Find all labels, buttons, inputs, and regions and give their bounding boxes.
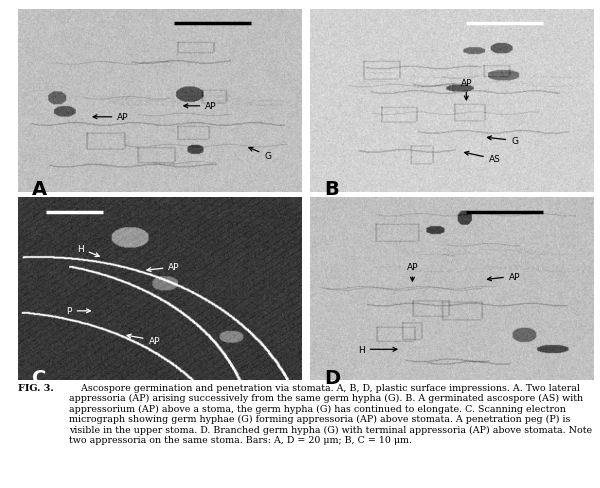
Text: AP: AP: [184, 102, 217, 111]
Text: D: D: [325, 368, 341, 387]
Text: AS: AS: [465, 152, 500, 164]
Text: AP: AP: [461, 79, 472, 101]
Text: AP: AP: [147, 263, 180, 272]
Text: A: A: [32, 180, 47, 199]
Text: B: B: [325, 180, 339, 199]
Text: P: P: [67, 307, 91, 316]
Text: FIG. 3.: FIG. 3.: [18, 383, 54, 392]
Text: H: H: [358, 345, 397, 354]
Text: G: G: [487, 137, 518, 146]
Text: AP: AP: [407, 263, 418, 282]
Text: C: C: [32, 368, 47, 387]
Text: AP: AP: [127, 334, 160, 345]
Text: AP: AP: [93, 113, 129, 122]
Text: G: G: [249, 148, 271, 161]
Text: Ascospore germination and penetration via stomata. A, B, D, plastic surface impr: Ascospore germination and penetration vi…: [69, 383, 592, 444]
Text: AP: AP: [487, 272, 520, 281]
Text: H: H: [77, 244, 99, 257]
